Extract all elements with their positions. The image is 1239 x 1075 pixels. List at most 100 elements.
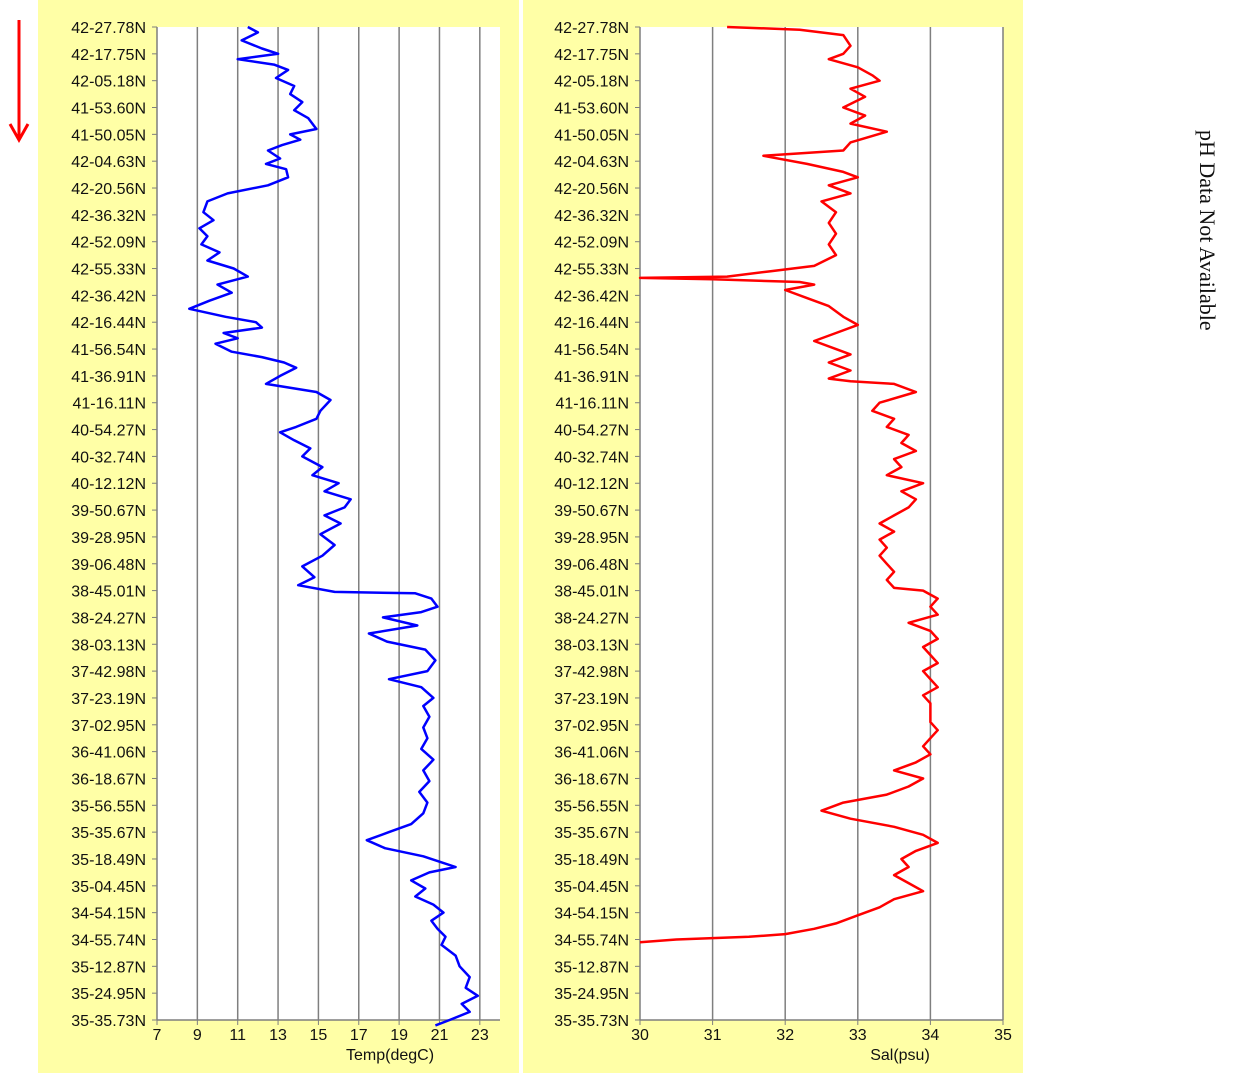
temp-y-tick-label: 35-12.87N bbox=[71, 959, 146, 976]
sal-y-tick-label: 41-53.60N bbox=[554, 101, 629, 118]
temp-x-tick-label: 21 bbox=[431, 1027, 449, 1044]
sal-y-tick-label: 42-27.78N bbox=[554, 20, 629, 37]
temp-x-tick-label: 13 bbox=[269, 1027, 287, 1044]
temp-y-tick-label: 42-04.63N bbox=[71, 154, 146, 171]
sal-y-tick-label: 39-06.48N bbox=[554, 557, 629, 574]
temp-y-tick-label: 35-18.49N bbox=[71, 852, 146, 869]
temp-y-tick-label: 40-12.12N bbox=[71, 476, 146, 493]
sal-plot-area bbox=[640, 27, 1003, 1020]
sal-y-tick-label: 42-36.42N bbox=[554, 288, 629, 305]
sal-x-tick-label: 30 bbox=[631, 1027, 649, 1044]
sal-series-line bbox=[638, 25, 939, 944]
sal-y-tick-label: 35-04.45N bbox=[554, 879, 629, 896]
sal-x-tick-label: 31 bbox=[704, 1027, 722, 1044]
temp-y-tick-label: 36-41.06N bbox=[71, 745, 146, 762]
side-note-text: pH Data Not Available bbox=[1195, 130, 1220, 331]
sal-x-tick-label: 35 bbox=[994, 1027, 1012, 1044]
temp-y-tick-label: 41-56.54N bbox=[71, 342, 146, 359]
temp-y-tick-label: 42-52.09N bbox=[71, 235, 146, 252]
temp-y-tick-label: 41-50.05N bbox=[71, 127, 146, 144]
temp-y-tick-label: 35-24.95N bbox=[71, 986, 146, 1003]
temp-y-tick-label: 42-05.18N bbox=[71, 74, 146, 91]
temp-y-tick-label: 38-45.01N bbox=[71, 584, 146, 601]
sal-x-axis-label: Sal(psu) bbox=[870, 1047, 930, 1064]
temp-series-line bbox=[188, 25, 480, 1027]
temp-y-tick-label: 41-53.60N bbox=[71, 101, 146, 118]
sal-y-tick-label: 42-04.63N bbox=[554, 154, 629, 171]
temp-y-tick-label: 39-50.67N bbox=[71, 503, 146, 520]
temp-y-tick-label: 37-02.95N bbox=[71, 718, 146, 735]
sal-y-tick-label: 37-23.19N bbox=[554, 691, 629, 708]
temp-y-tick-label: 36-18.67N bbox=[71, 771, 146, 788]
temp-x-tick-label: 11 bbox=[229, 1027, 246, 1044]
sal-y-tick-label: 42-20.56N bbox=[554, 181, 629, 198]
sal-y-tick-label: 42-17.75N bbox=[554, 47, 629, 64]
temp-y-tick-label: 38-24.27N bbox=[71, 610, 146, 627]
temp-y-tick-label: 39-28.95N bbox=[71, 530, 146, 547]
temp-y-tick-label: 35-35.73N bbox=[71, 1013, 146, 1030]
down-arrow-icon bbox=[8, 20, 30, 144]
temp-y-tick-label: 34-55.74N bbox=[71, 932, 146, 949]
temp-y-tick-label: 40-32.74N bbox=[71, 449, 146, 466]
sal-y-tick-label: 38-03.13N bbox=[554, 637, 629, 654]
temp-x-axis-label: Temp(degC) bbox=[346, 1047, 434, 1064]
sal-y-tick-label: 36-18.67N bbox=[554, 771, 629, 788]
sal-y-tick-label: 42-16.44N bbox=[554, 315, 629, 332]
sal-x-tick-label: 34 bbox=[922, 1027, 940, 1044]
sal-x-tick-label: 32 bbox=[776, 1027, 794, 1044]
sal-y-tick-label: 40-12.12N bbox=[554, 476, 629, 493]
sal-y-tick-label: 35-35.67N bbox=[554, 825, 629, 842]
sal-y-tick-label: 40-54.27N bbox=[554, 423, 629, 440]
sal-y-tick-label: 38-24.27N bbox=[554, 610, 629, 627]
temp-y-tick-label: 42-17.75N bbox=[71, 47, 146, 64]
temp-y-tick-label: 42-36.42N bbox=[71, 288, 146, 305]
temp-x-tick-label: 19 bbox=[390, 1027, 408, 1044]
sal-y-tick-label: 35-35.73N bbox=[554, 1013, 629, 1030]
temp-y-tick-label: 34-54.15N bbox=[71, 906, 146, 923]
sal-y-tick-label: 35-18.49N bbox=[554, 852, 629, 869]
sal-y-tick-label: 35-12.87N bbox=[554, 959, 629, 976]
sal-y-tick-label: 35-24.95N bbox=[554, 986, 629, 1003]
sal-y-tick-label: 34-54.15N bbox=[554, 906, 629, 923]
temp-x-tick-label: 9 bbox=[193, 1027, 202, 1044]
temp-y-tick-label: 35-56.55N bbox=[71, 798, 146, 815]
temp-y-tick-label: 37-23.19N bbox=[71, 691, 146, 708]
temp-x-tick-label: 23 bbox=[471, 1027, 489, 1044]
sal-y-tick-label: 40-32.74N bbox=[554, 449, 629, 466]
sal-y-tick-label: 41-16.11N bbox=[555, 396, 629, 413]
sal-y-tick-label: 37-42.98N bbox=[554, 664, 629, 681]
temp-y-tick-label: 42-20.56N bbox=[71, 181, 146, 198]
side-note: pH Data Not Available bbox=[1195, 130, 1220, 331]
sal-y-tick-label: 38-45.01N bbox=[554, 584, 629, 601]
sal-x-tick-label: 33 bbox=[849, 1027, 867, 1044]
sal-y-tick-label: 42-52.09N bbox=[554, 235, 629, 252]
temp-x-tick-label: 15 bbox=[310, 1027, 328, 1044]
sal-y-tick-label: 35-56.55N bbox=[554, 798, 629, 815]
temp-y-tick-label: 39-06.48N bbox=[71, 557, 146, 574]
sal-y-tick-label: 41-36.91N bbox=[554, 369, 629, 386]
temp-y-tick-label: 40-54.27N bbox=[71, 423, 146, 440]
temp-x-tick-label: 17 bbox=[350, 1027, 368, 1044]
sal-y-tick-label: 39-28.95N bbox=[554, 530, 629, 547]
temp-y-tick-label: 42-55.33N bbox=[71, 262, 146, 279]
temp-y-tick-label: 35-35.67N bbox=[71, 825, 146, 842]
sal-y-tick-label: 34-55.74N bbox=[554, 932, 629, 949]
temp-y-tick-label: 42-36.32N bbox=[71, 208, 146, 225]
sal-y-tick-label: 42-55.33N bbox=[554, 262, 629, 279]
sal-y-tick-label: 41-50.05N bbox=[554, 127, 629, 144]
sal-y-tick-label: 36-41.06N bbox=[554, 745, 629, 762]
temp-plot-area bbox=[157, 27, 500, 1020]
temp-y-tick-label: 37-42.98N bbox=[71, 664, 146, 681]
sal-y-tick-label: 41-56.54N bbox=[554, 342, 629, 359]
temp-y-tick-label: 42-16.44N bbox=[71, 315, 146, 332]
temp-y-tick-label: 35-04.45N bbox=[71, 879, 146, 896]
sal-y-tick-label: 37-02.95N bbox=[554, 718, 629, 735]
temp-y-tick-label: 41-36.91N bbox=[71, 369, 146, 386]
temp-y-tick-label: 38-03.13N bbox=[71, 637, 146, 654]
temp-x-tick-label: 7 bbox=[153, 1027, 162, 1044]
temp-y-tick-label: 42-27.78N bbox=[71, 20, 146, 37]
sal-y-tick-label: 42-05.18N bbox=[554, 74, 629, 91]
sal-y-tick-label: 42-36.32N bbox=[554, 208, 629, 225]
